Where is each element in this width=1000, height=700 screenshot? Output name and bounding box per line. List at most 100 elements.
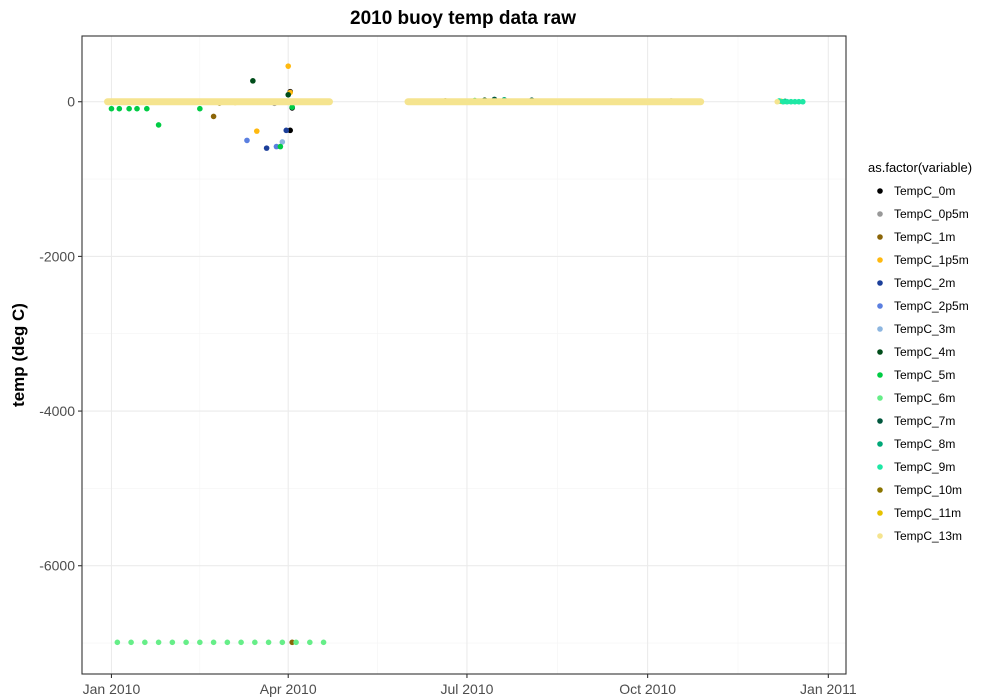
- y-tick-label: -2000: [39, 248, 75, 264]
- y-tick-label: -4000: [39, 403, 75, 419]
- legend-label: TempC_6m: [894, 391, 955, 405]
- data-point: [169, 98, 176, 105]
- data-point: [289, 639, 295, 646]
- data-point: [155, 639, 162, 646]
- series-TempC_3m: [279, 139, 286, 145]
- data-point: [144, 105, 150, 112]
- data-point: [126, 105, 132, 112]
- x-axis: Jan 2010 Apr 2010 Jul 2010 Oct 2010 Jan 2011: [83, 674, 857, 697]
- series-TempC_2m: [263, 127, 290, 151]
- data-point: [287, 127, 293, 134]
- data-point: [252, 639, 258, 646]
- x-tick-label: Jul 2010: [440, 681, 493, 697]
- data-point: [210, 639, 217, 646]
- legend-key: [877, 441, 883, 447]
- series-TempC_5m: [108, 97, 478, 150]
- data-point: [525, 98, 531, 105]
- legend-label: TempC_0m: [894, 184, 955, 198]
- series-layer: [104, 63, 806, 646]
- data-point: [464, 98, 470, 105]
- data-point: [250, 78, 256, 84]
- data-point: [197, 105, 203, 112]
- legend-key: [877, 349, 883, 355]
- data-point: [108, 105, 115, 112]
- series-TempC_2p5m: [244, 137, 280, 150]
- legend-label: TempC_10m: [894, 483, 962, 497]
- legend-label: TempC_8m: [894, 437, 955, 451]
- data-point: [169, 639, 176, 646]
- data-point: [114, 639, 121, 646]
- data-point: [273, 143, 280, 150]
- y-axis: 0 -2000 -4000 -6000: [39, 94, 82, 574]
- y-axis-label: temp (deg C): [9, 303, 28, 407]
- data-point: [307, 639, 313, 646]
- chart-title: 2010 buoy temp data raw: [350, 8, 576, 29]
- data-point: [784, 98, 790, 105]
- data-point: [116, 105, 123, 112]
- legend-label: TempC_4m: [894, 345, 955, 359]
- legend-key: [877, 510, 883, 516]
- legend-label: TempC_0p5m: [894, 207, 969, 221]
- data-point: [224, 639, 231, 646]
- legend-key: [877, 395, 883, 401]
- legend-key: [877, 487, 883, 493]
- data-point: [312, 98, 319, 105]
- data-point: [279, 639, 286, 646]
- x-tick-label: Oct 2010: [619, 681, 676, 697]
- series-TempC_1m: [210, 113, 295, 646]
- data-point: [265, 639, 272, 646]
- data-point: [197, 98, 203, 105]
- legend-key: [877, 303, 883, 309]
- legend-label: TempC_1m: [894, 230, 955, 244]
- data-point: [293, 639, 299, 646]
- legend-label: TempC_2p5m: [894, 299, 969, 313]
- x-tick-label: Jan 2011: [800, 681, 857, 697]
- data-point: [108, 98, 115, 105]
- legend-label: TempC_7m: [894, 414, 955, 428]
- series-TempC_6m: [114, 639, 327, 646]
- data-point: [585, 98, 592, 105]
- data-point: [252, 98, 258, 105]
- y-tick-label: 0: [67, 94, 75, 110]
- data-point: [244, 137, 250, 144]
- legend-label: TempC_11m: [894, 506, 961, 520]
- series-TempC_13m: [104, 98, 781, 106]
- data-point: [796, 98, 802, 105]
- data-point: [691, 98, 698, 105]
- legend-key: [877, 280, 883, 286]
- legend-key: [877, 188, 883, 194]
- data-point: [320, 639, 327, 646]
- data-point: [285, 98, 292, 105]
- data-point: [283, 127, 290, 134]
- legend-label: TempC_2m: [894, 276, 955, 290]
- data-point: [279, 139, 286, 145]
- data-point: [197, 639, 203, 646]
- legend-label: TempC_9m: [894, 460, 955, 474]
- data-point: [128, 639, 134, 646]
- legend-key: [877, 211, 883, 217]
- data-point: [285, 63, 292, 69]
- x-tick-label: Apr 2010: [260, 681, 317, 697]
- y-tick-label: -6000: [39, 558, 75, 574]
- legend-key: [877, 418, 883, 424]
- data-point: [155, 122, 162, 128]
- legend-label: TempC_1p5m: [894, 253, 969, 267]
- legend-label: TempC_5m: [894, 368, 955, 382]
- data-point: [224, 98, 231, 105]
- data-point: [289, 104, 295, 110]
- data-point: [780, 98, 786, 105]
- legend: as.factor(variable) TempC_0m TempC_0p5m Te…: [868, 160, 972, 543]
- legend-key: [877, 234, 883, 240]
- data-point: [413, 98, 419, 105]
- data-point: [253, 128, 260, 134]
- legend-label: TempC_3m: [894, 322, 955, 336]
- data-point: [285, 91, 292, 98]
- plot-panel: [82, 36, 846, 674]
- plot-border: [81, 35, 847, 675]
- data-point: [142, 639, 148, 646]
- legend-key: [877, 372, 883, 378]
- x-tick-label: Jan 2010: [83, 681, 141, 697]
- legend-label: TempC_13m: [894, 529, 962, 543]
- data-point: [799, 98, 806, 105]
